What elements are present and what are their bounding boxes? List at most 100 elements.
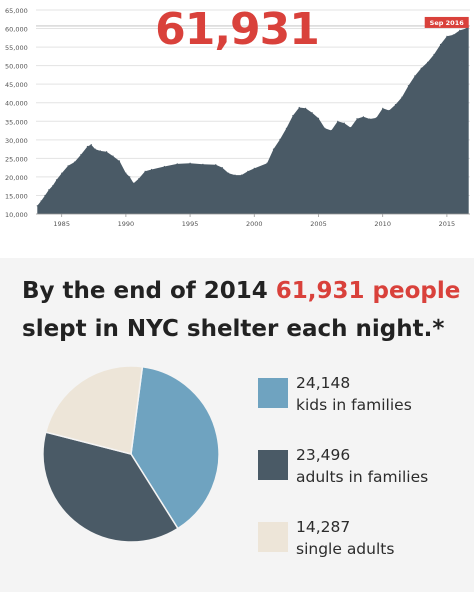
area-data-point [388, 109, 390, 112]
area-data-point [362, 116, 364, 118]
area-data-point [356, 118, 358, 120]
area-data-point [99, 150, 101, 152]
area-data-point [118, 160, 121, 162]
area-data-point [414, 75, 416, 77]
area-data-point [80, 154, 82, 156]
y-tick-label: 60,000 [5, 26, 28, 34]
legend-value-single-adults: 14,287 [296, 518, 351, 536]
area-data-point [112, 155, 114, 157]
area-data-point [40, 200, 42, 202]
area-data-point [48, 189, 50, 191]
area-data-point [44, 194, 46, 197]
legend-item-single-adults: 14,287 single adults [258, 516, 394, 560]
y-tick-label: 30,000 [5, 137, 28, 145]
area-data-point [106, 151, 108, 153]
legend-label-single-adults: single adults [296, 540, 395, 558]
area-data-point [324, 127, 326, 129]
pie-chart [42, 365, 220, 543]
legend-value-kids: 24,148 [296, 374, 351, 392]
area-data-point [266, 162, 268, 164]
area-data-point [240, 174, 242, 176]
y-tick-label: 20,000 [5, 174, 28, 182]
area-data-point [407, 85, 409, 87]
y-tick-label: 15,000 [5, 192, 28, 200]
area-data-point [253, 167, 255, 169]
pie-slice [44, 365, 144, 455]
area-data-point [292, 115, 294, 117]
area-data-point [52, 185, 54, 187]
annotation-box [424, 16, 469, 28]
area-data-point [189, 162, 191, 164]
area-data-point [221, 167, 223, 169]
area-data-point [61, 172, 63, 174]
legend-swatch-single-adults [258, 522, 288, 552]
x-tick-label: 2015 [439, 220, 456, 228]
area-data-point [465, 27, 467, 30]
x-tick-label: 2010 [374, 220, 391, 228]
area-data-point [234, 174, 236, 176]
x-tick-label: 1995 [182, 220, 199, 228]
x-tick-label: 2005 [310, 220, 327, 228]
area-series [37, 25, 469, 215]
legend-text-kids: 24,148 kids in families [296, 372, 412, 416]
area-data-point [446, 35, 448, 37]
area-data-point [401, 96, 403, 98]
area-data-point [459, 29, 461, 31]
area-data-point [90, 144, 92, 146]
area-data-point [427, 61, 429, 63]
area-data-point [151, 168, 153, 171]
legend-item-kids: 24,148 kids in families [258, 372, 412, 416]
area-data-point [176, 163, 178, 165]
area-data-point [452, 34, 454, 36]
area-data-point [433, 53, 435, 56]
y-tick-label: 50,000 [5, 63, 28, 71]
area-data-point [67, 165, 69, 167]
annotation-label: Sep 2016 [430, 19, 465, 27]
area-data-point [337, 120, 339, 122]
area-data-point [394, 104, 397, 106]
area-data-point [369, 118, 371, 120]
area-data-point [55, 179, 58, 181]
x-tick-label: 1985 [53, 220, 70, 228]
area-data-point [330, 129, 332, 132]
area-data-point [36, 205, 38, 207]
area-data-point [439, 43, 442, 46]
area-data-point [350, 127, 352, 129]
pie-slice [42, 431, 179, 543]
legend-label-adults-families: adults in families [296, 468, 429, 486]
legend-text-single-adults: 14,287 single adults [296, 516, 394, 560]
area-data-point [163, 165, 165, 168]
area-data-point [133, 182, 135, 184]
area-data-point [311, 112, 313, 114]
area-data-point [94, 148, 96, 150]
area-data-point [138, 178, 140, 180]
headline-number: 61,931 [155, 4, 320, 55]
area-data-point [343, 122, 345, 124]
area-data-point [375, 117, 377, 119]
y-tick-label: 35,000 [5, 118, 28, 126]
y-tick-label: 25,000 [5, 155, 28, 163]
y-tick-label: 45,000 [5, 81, 28, 89]
headline-part2: slept in NYC shelter each night.* [22, 316, 445, 342]
legend-label-kids: kids in families [296, 396, 412, 414]
headline-text: By the end of 2014 61,931 people slept i… [22, 272, 462, 348]
area-chart: 10,000 15,000 20,000 25,000 30,000 35,000 40,0… [5, 7, 470, 228]
area-data-point [317, 117, 320, 119]
area-data-point [125, 172, 127, 174]
area-data-point [298, 106, 300, 109]
area-data-point [86, 145, 88, 148]
legend-text-adults-families: 23,496 adults in families [296, 444, 428, 488]
area-data-point [420, 67, 422, 69]
area-data-point [202, 163, 204, 165]
area-data-point [73, 161, 76, 163]
headline-highlight: 61,931 people [275, 278, 461, 304]
legend-swatch-adults-families [258, 450, 288, 480]
legend-swatch-kids [258, 378, 288, 408]
area-data-point [247, 170, 249, 172]
legend-value-adults-families: 23,496 [296, 446, 351, 464]
headline-part1: By the end of 2014 [22, 278, 276, 304]
area-data-point [129, 176, 131, 178]
legend-item-adults-families: 23,496 adults in families [258, 444, 428, 488]
area-data-point [279, 138, 281, 140]
